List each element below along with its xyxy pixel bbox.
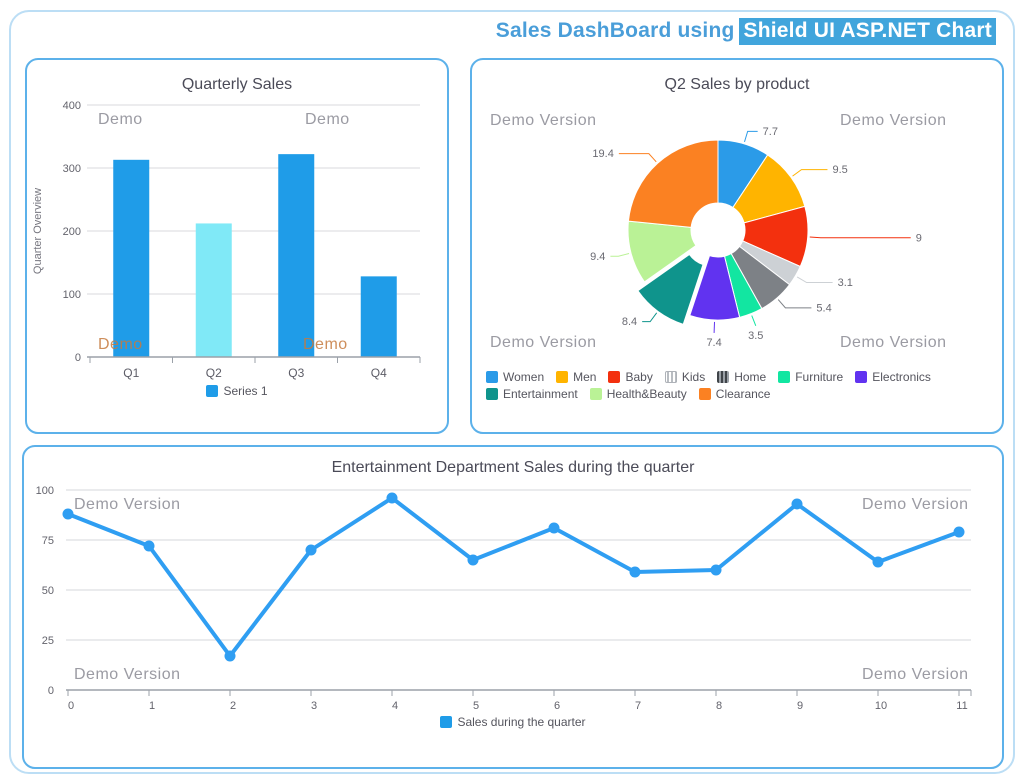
- legend-swatch-icon: [206, 385, 219, 397]
- legend-swatch-icon: [717, 371, 730, 383]
- pie-chart-title: Q2 Sales by product: [664, 76, 810, 93]
- pie-legend: Women Men Baby Kids Home Furniture Electronics…: [486, 370, 994, 401]
- page-title-text: Sales DashBoard using: [495, 19, 735, 42]
- entertainment-sales-card: Entertainment Department Sales during th…: [22, 445, 1004, 769]
- svg-text:7: 7: [635, 700, 641, 712]
- line-chart-title: Entertainment Department Sales during th…: [331, 459, 695, 476]
- svg-text:25: 25: [42, 635, 54, 647]
- svg-text:2: 2: [230, 700, 236, 712]
- svg-text:9.5: 9.5: [832, 164, 847, 176]
- legend-swatch-icon: [486, 371, 498, 383]
- svg-text:9: 9: [797, 700, 803, 712]
- line-chart: 0 25 50 75 100 0 1 2 3 4 5 6 7 8 9 10 11: [36, 485, 972, 712]
- legend-label: Clearance: [715, 387, 771, 401]
- svg-text:100: 100: [36, 485, 54, 497]
- legend-label: Sales during the quarter: [457, 715, 586, 729]
- legend-label: Entertainment: [503, 387, 578, 401]
- legend-label: Furniture: [795, 370, 844, 384]
- svg-text:8: 8: [716, 700, 722, 712]
- legend-label: Home: [734, 370, 767, 384]
- legend-label: Baby: [625, 370, 653, 384]
- legend-swatch-icon: [589, 388, 602, 400]
- legend-item: Sales during the quarter: [440, 715, 586, 729]
- legend-label: Electronics: [872, 370, 931, 384]
- q2-sales-pie-card: Q2 Sales by product 7.7 9.5 9 3.1 5.4 3.5 7.4 8…: [470, 58, 1004, 434]
- svg-text:3.1: 3.1: [838, 277, 853, 289]
- legend-swatch-icon: [440, 716, 453, 728]
- legend-swatch-icon: [608, 371, 621, 383]
- svg-text:Q4: Q4: [371, 366, 387, 380]
- svg-text:9.4: 9.4: [590, 251, 605, 263]
- legend-item: Electronics: [855, 370, 931, 384]
- legend-item: Kids: [664, 370, 706, 384]
- page-title: Sales DashBoard using Shield UI ASP.NET C…: [495, 18, 996, 45]
- svg-text:Q2: Q2: [206, 366, 222, 380]
- svg-text:3: 3: [311, 700, 317, 712]
- legend-item: Baby: [608, 370, 653, 384]
- legend-item: Entertainment: [486, 387, 578, 401]
- legend-swatch-icon: [855, 371, 868, 383]
- svg-text:75: 75: [42, 535, 54, 547]
- legend-item: Series 1: [206, 384, 268, 398]
- svg-text:50: 50: [42, 585, 54, 597]
- legend-swatch-icon: [778, 371, 791, 383]
- legend-item: Furniture: [778, 370, 843, 384]
- svg-text:0: 0: [48, 685, 54, 697]
- svg-text:Q1: Q1: [123, 366, 139, 380]
- legend-item: Women: [486, 370, 544, 384]
- svg-text:200: 200: [63, 226, 81, 238]
- quarterly-sales-card: Quarterly Sales 0 100 200 300 400 Q1 Q2 Q3 Q4 Qua…: [25, 58, 449, 434]
- legend-swatch-icon: [698, 388, 711, 400]
- legend-swatch-icon: [664, 371, 677, 383]
- svg-text:4: 4: [392, 700, 398, 712]
- svg-text:11: 11: [956, 700, 967, 712]
- svg-text:1: 1: [149, 700, 155, 712]
- bar-legend: Series 1: [27, 384, 447, 398]
- svg-text:0: 0: [75, 352, 81, 364]
- bar-chart: 0 100 200 300 400 Q1 Q2 Q3 Q4 Quarter Overview: [32, 100, 421, 380]
- svg-text:19.4: 19.4: [592, 148, 613, 160]
- svg-text:5: 5: [473, 700, 479, 712]
- legend-label: Men: [573, 370, 597, 384]
- svg-text:5.4: 5.4: [816, 302, 831, 314]
- svg-text:Q3: Q3: [288, 366, 304, 380]
- legend-label: Health&Beauty: [606, 387, 687, 401]
- legend-item: Men: [556, 370, 596, 384]
- svg-text:400: 400: [63, 100, 81, 112]
- svg-text:Quarter Overview: Quarter Overview: [32, 188, 44, 274]
- legend-label: Kids: [681, 370, 706, 384]
- line-legend: Sales during the quarter: [24, 715, 1002, 729]
- svg-text:100: 100: [63, 289, 81, 301]
- svg-text:10: 10: [875, 700, 887, 712]
- svg-text:300: 300: [63, 163, 81, 175]
- page-title-highlight: Shield UI ASP.NET Chart: [738, 18, 996, 45]
- svg-text:3.5: 3.5: [748, 330, 763, 342]
- legend-item: Home: [717, 370, 766, 384]
- svg-text:7.7: 7.7: [763, 126, 778, 138]
- legend-label: Women: [503, 370, 545, 384]
- svg-text:9: 9: [916, 232, 922, 244]
- svg-text:0: 0: [68, 700, 74, 712]
- legend-swatch-icon: [486, 388, 498, 400]
- svg-text:6: 6: [554, 700, 560, 712]
- pie-chart: 7.7 9.5 9 3.1 5.4 3.5 7.4 8.4 9.4 19.4: [590, 126, 922, 349]
- legend-swatch-icon: [556, 371, 569, 383]
- svg-text:8.4: 8.4: [622, 316, 637, 328]
- svg-text:7.4: 7.4: [706, 337, 721, 349]
- bar-chart-title: Quarterly Sales: [181, 76, 293, 93]
- legend-item: Clearance: [698, 387, 771, 401]
- legend-item: Health&Beauty: [589, 387, 687, 401]
- legend-label: Series 1: [223, 384, 268, 398]
